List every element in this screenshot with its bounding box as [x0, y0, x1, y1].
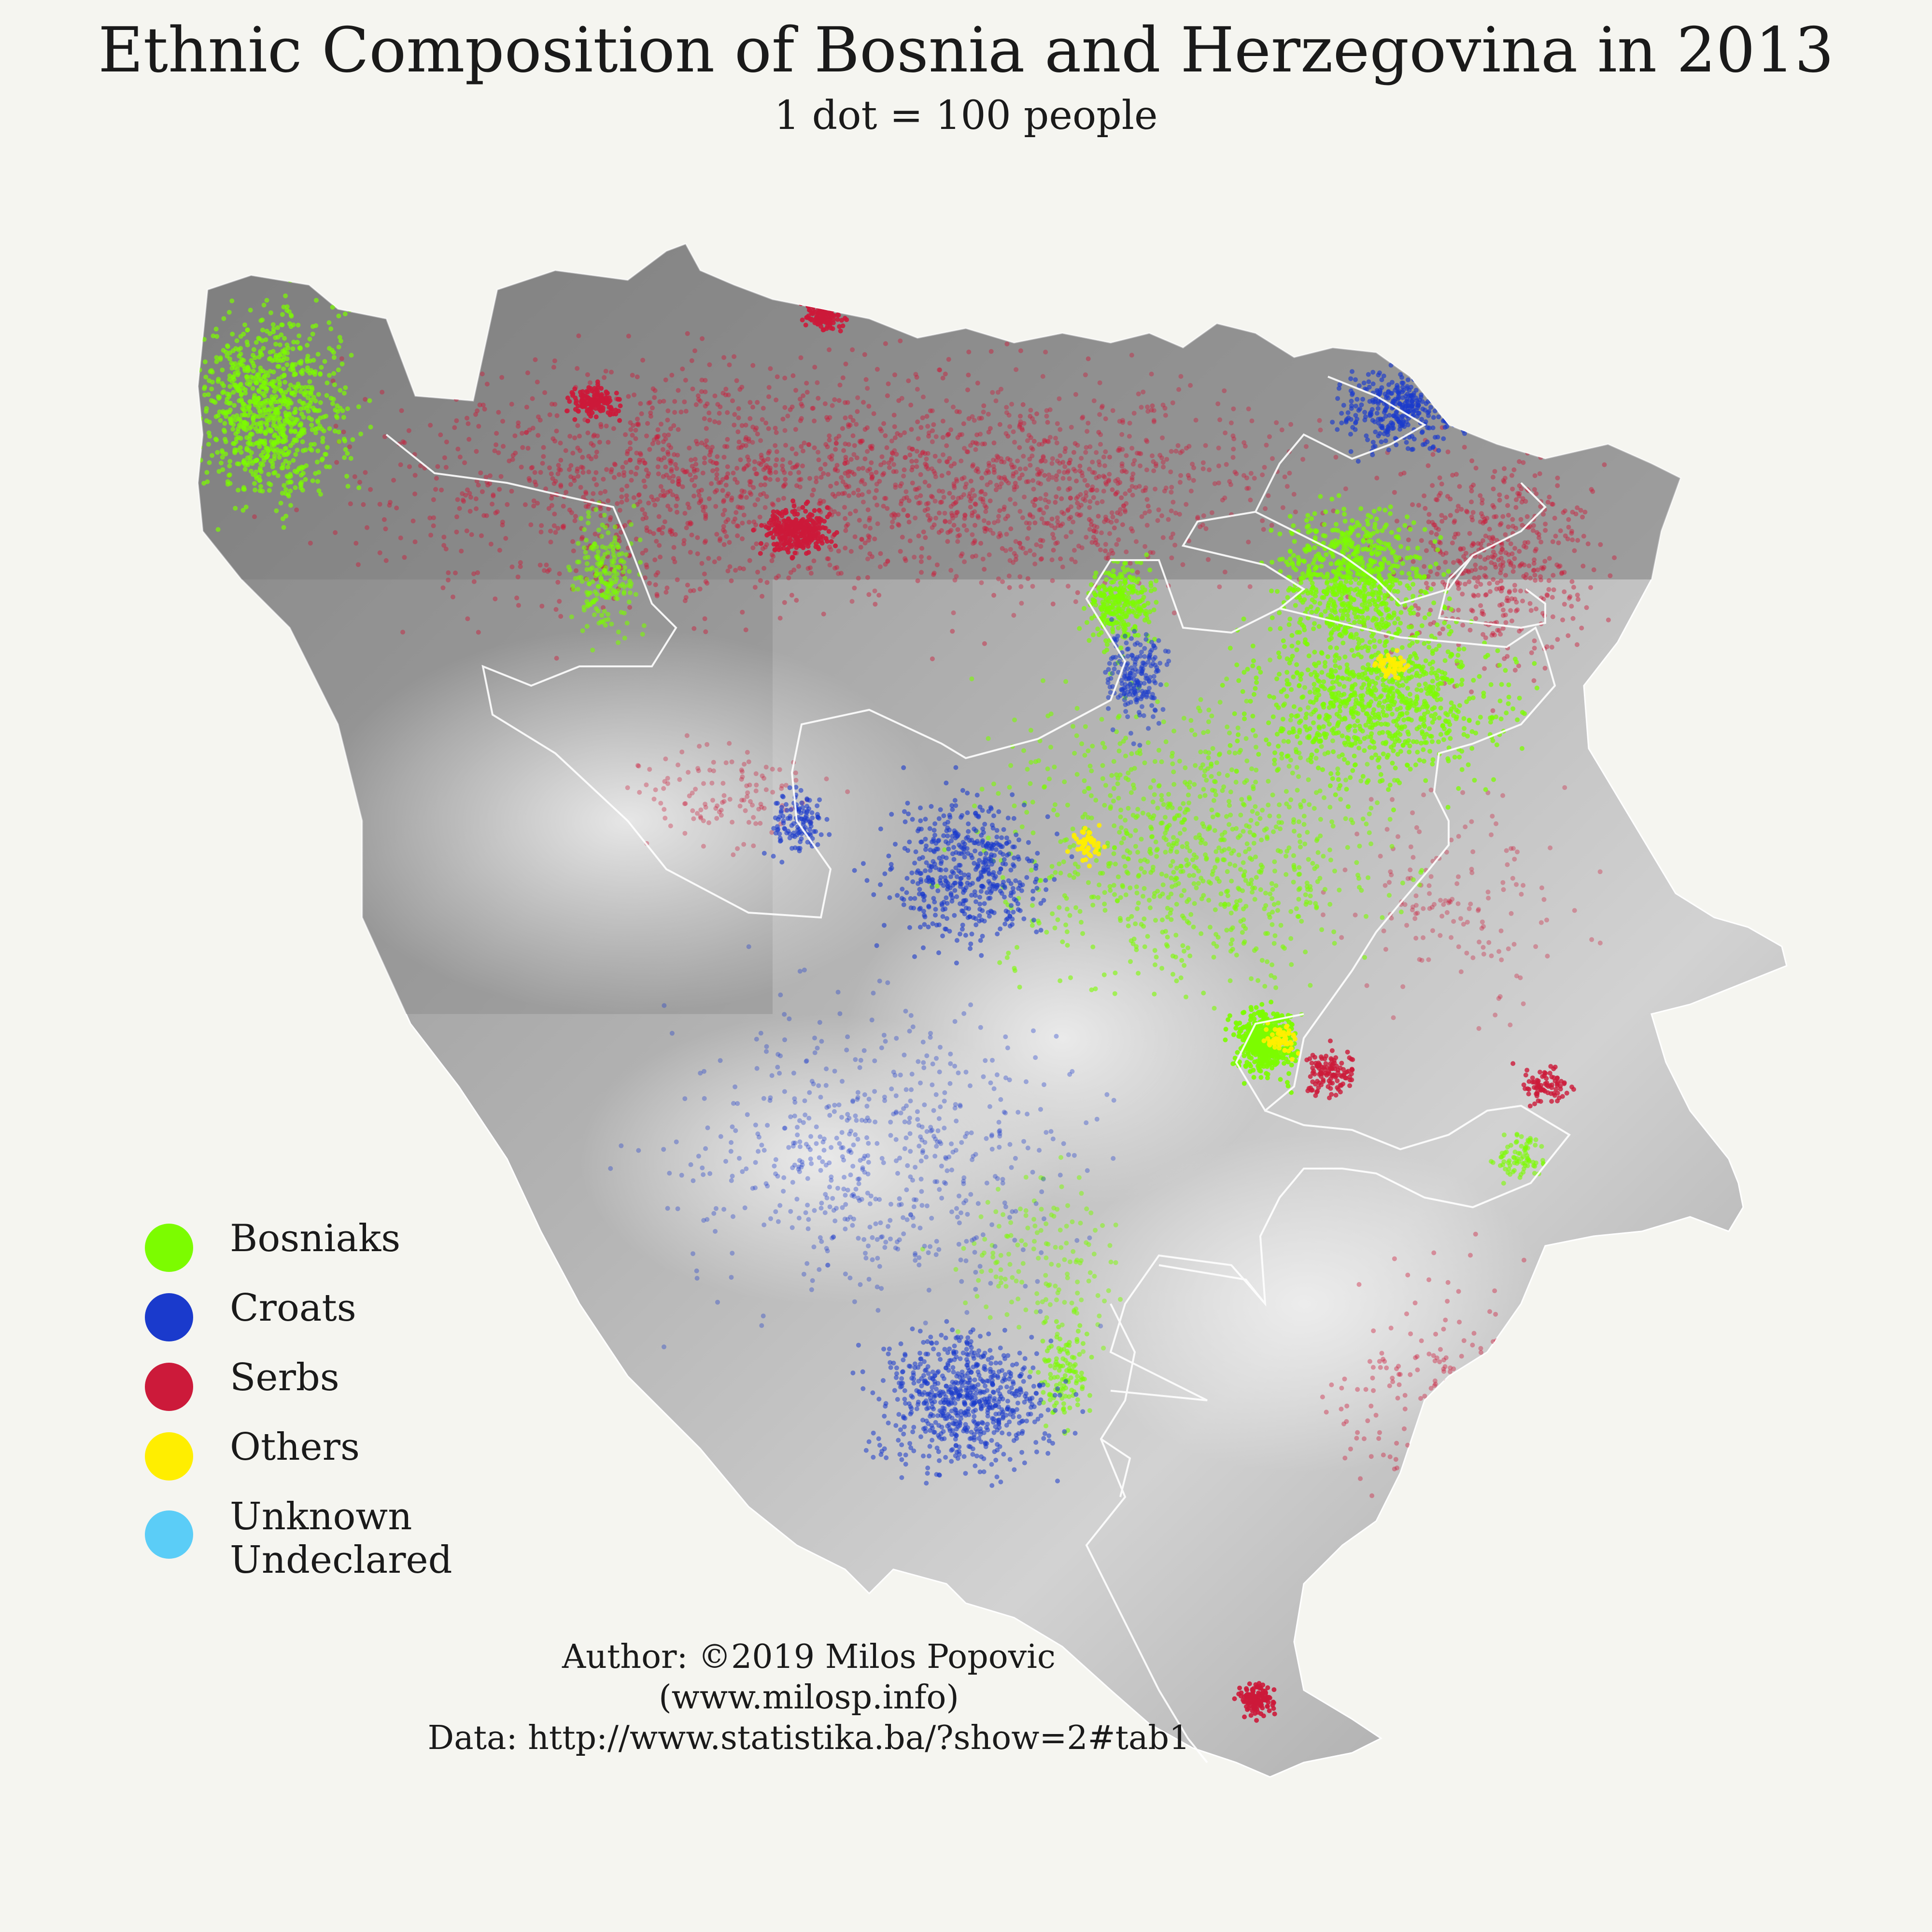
legend-label: Others: [230, 1425, 360, 1469]
entity-border-line: [1100, 1438, 1131, 1497]
terrain-relief: [198, 244, 1787, 1723]
legend-label: Serbs: [230, 1356, 339, 1399]
author-credit: Author: ©2019 Milos Popovic: [562, 1638, 1056, 1676]
legend-swatch: [145, 1510, 193, 1559]
entity-border-line: [1109, 1104, 1571, 1401]
map-title: Ethnic Composition of Bosnia and Herzego…: [98, 14, 1834, 86]
population-dots: [198, 278, 1617, 1723]
map-subtitle: 1 dot = 100 people: [774, 93, 1158, 139]
author-website: (www.milosp.info): [659, 1678, 959, 1717]
credits: Author: ©2019 Milos Popovic (www.milosp.…: [338, 1637, 1280, 1759]
legend-swatch: [145, 1432, 193, 1481]
entity-border-line: [1235, 607, 1556, 1113]
legend-swatch: [145, 1363, 193, 1411]
entity-border-line: [1158, 1264, 1266, 1305]
entity-borders: [385, 376, 1571, 1763]
entity-border-line: [1085, 1303, 1208, 1763]
legend-swatch: [145, 1224, 193, 1272]
legend-label: Unknown Undeclared: [230, 1495, 452, 1582]
legend-label: Bosniaks: [230, 1217, 401, 1260]
data-source: Data: http://www.statistika.ba/?show=2#t…: [427, 1719, 1190, 1757]
entity-border-line: [1438, 554, 1546, 629]
entity-border-line: [385, 376, 1426, 919]
legend-swatch: [145, 1293, 193, 1341]
legend-label: Croats: [230, 1286, 356, 1330]
entity-border-line: [1255, 482, 1547, 605]
